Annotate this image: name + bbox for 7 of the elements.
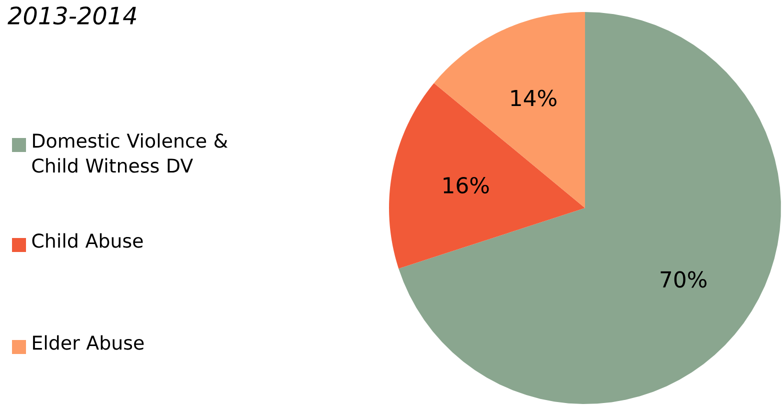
legend-label: Domestic Violence & Child Witness DV [32,133,228,173]
data-label: 70% [660,271,706,288]
data-label: 16% [444,176,489,194]
chart-title: 2013-2014 [8,6,136,25]
data-label: 14% [511,90,556,106]
legend-label: Elder Abuse [33,335,144,350]
legend-label: Child Abuse [32,233,143,248]
